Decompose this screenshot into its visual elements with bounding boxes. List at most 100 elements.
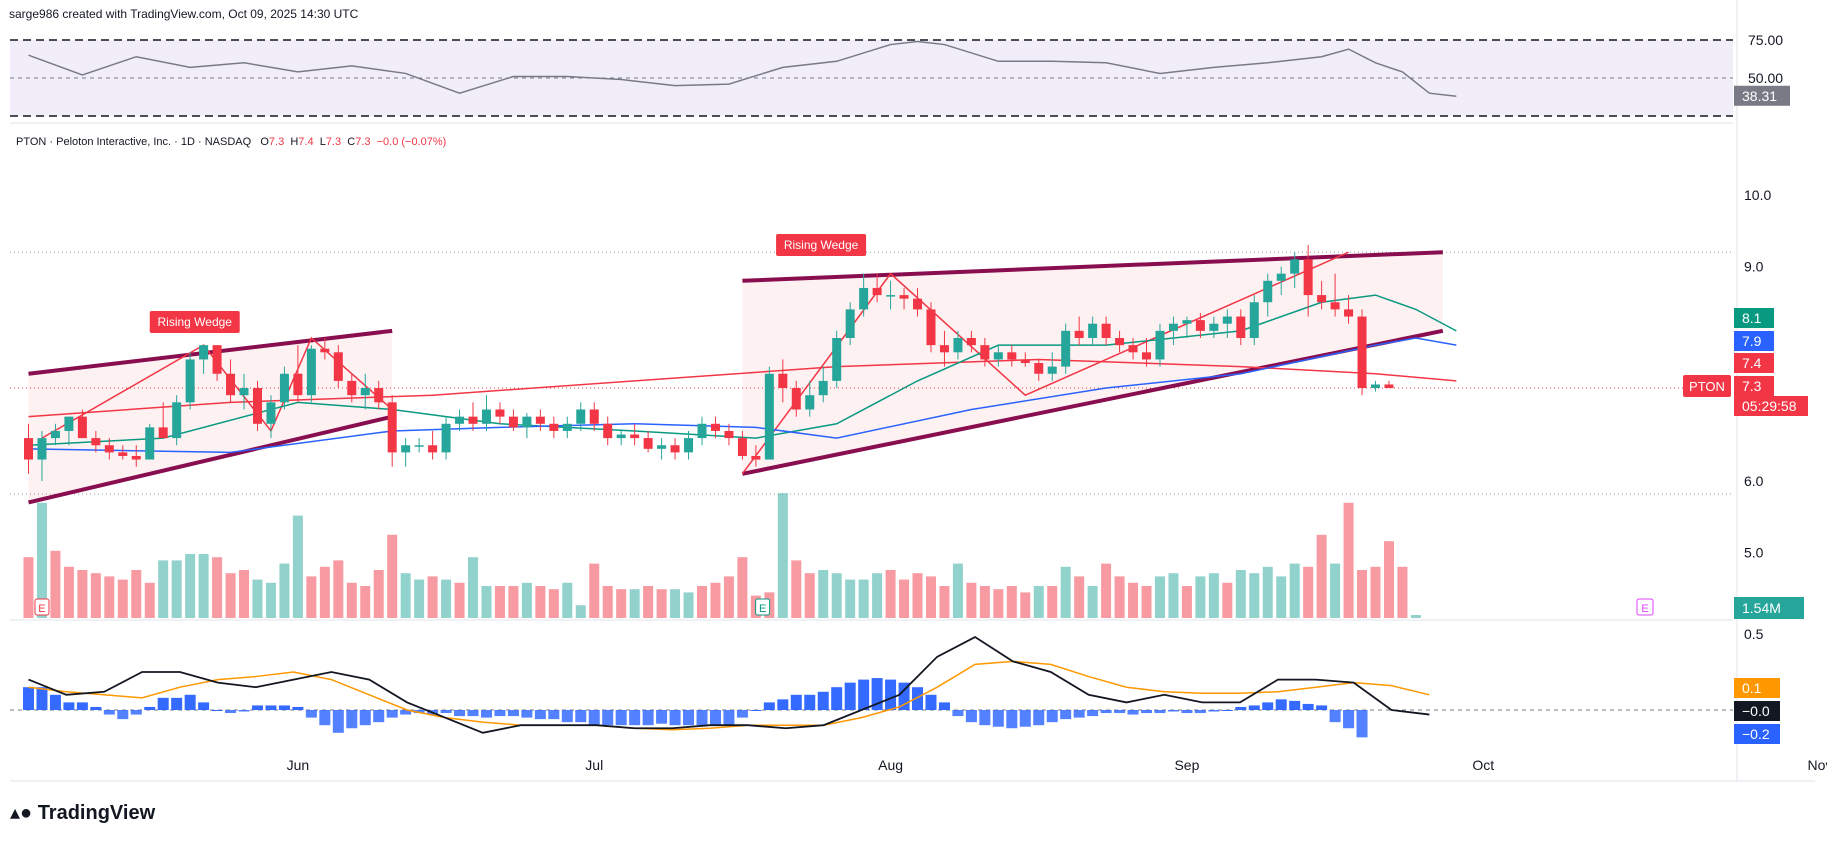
macd-histogram-bar — [251, 705, 263, 710]
candle-body — [374, 388, 384, 403]
candle — [1317, 280, 1327, 310]
volume-bar — [723, 576, 734, 618]
candle — [1357, 309, 1367, 396]
volume-bar — [656, 589, 667, 618]
candle-body — [993, 352, 1003, 360]
price-badge-label: 7.9 — [1742, 333, 1762, 349]
macd-histogram-bar — [1262, 702, 1274, 710]
candle-body — [899, 295, 909, 299]
price-tick-label: 5.0 — [1744, 545, 1764, 561]
candle — [1344, 295, 1354, 324]
volume-last-label: 1.54M — [1742, 600, 1781, 616]
open-value: 7.3 — [268, 136, 285, 148]
volume-bar — [521, 582, 532, 618]
volume-bar — [899, 579, 910, 618]
countdown-badge — [1734, 396, 1808, 416]
price-badge — [1734, 308, 1774, 328]
volume-bar — [508, 586, 519, 618]
candle-body — [684, 438, 694, 453]
candle — [414, 438, 424, 453]
volume-bars — [23, 493, 1421, 618]
candle-body — [414, 445, 424, 447]
macd-badge-label: −0.2 — [1742, 726, 1770, 742]
time-axis-label: Aug — [878, 757, 903, 773]
volume-bar — [1397, 566, 1408, 618]
candle — [64, 416, 74, 446]
wedge-upper-line — [742, 250, 1443, 283]
macd-histogram-bar — [76, 702, 88, 710]
volume-bar — [50, 550, 61, 618]
macd-histogram-bar — [319, 710, 331, 726]
tradingview-logo: ▴● TradingView — [10, 800, 155, 825]
volume-bar — [171, 560, 182, 618]
time-axis-label: Nov — [1808, 757, 1827, 773]
price-badge-label: 7.3 — [1742, 378, 1762, 394]
volume-bar — [144, 582, 155, 618]
candle — [1263, 273, 1273, 317]
volume-bar — [158, 560, 169, 618]
candle-body — [818, 380, 828, 396]
volume-bar — [1154, 576, 1165, 618]
rising-wedge-pattern: Rising Wedge — [741, 234, 1444, 476]
candle-body — [1128, 345, 1138, 353]
volume-bar — [23, 557, 34, 618]
macd-histogram-bar — [1248, 705, 1260, 710]
volume-bar — [1235, 570, 1246, 618]
candle-body — [1168, 323, 1178, 331]
macd-histogram-bar — [844, 682, 856, 710]
candle-body — [172, 402, 182, 439]
candle-body — [643, 438, 653, 449]
macd-histogram-bar — [1114, 710, 1126, 714]
candle — [926, 302, 936, 353]
volume-bar — [670, 589, 681, 618]
candle-body — [845, 309, 855, 338]
volume-bar — [845, 579, 856, 618]
volume-bar — [131, 570, 142, 618]
macd-histogram-bar — [669, 710, 681, 726]
rising-wedge-label-bg — [149, 311, 240, 333]
candle — [684, 430, 694, 460]
rising-wedge-label: Rising Wedge — [157, 315, 232, 329]
volume-bar — [952, 563, 963, 618]
volume-bar — [212, 557, 223, 618]
candle-body — [1142, 352, 1152, 360]
volume-bar — [104, 576, 115, 618]
volume-bar — [872, 573, 883, 618]
candle — [1007, 345, 1017, 367]
earnings-marker-upcoming — [1636, 598, 1654, 616]
volume-bar — [1276, 576, 1287, 618]
volume-bar — [454, 582, 465, 618]
rsi-tick-label: 50.00 — [1748, 70, 1783, 86]
candle — [1276, 266, 1286, 296]
macd-histogram-bar — [750, 710, 762, 711]
macd-histogram-bar — [1141, 710, 1153, 714]
macd-histogram-bar — [157, 697, 169, 710]
tradingview-logo-icon: ▴● — [10, 802, 38, 824]
candle-body — [1209, 323, 1219, 331]
macd-histogram-bar — [1060, 710, 1072, 720]
volume-bar — [360, 586, 371, 618]
high-value: 7.4 — [298, 136, 314, 148]
macd-histogram-bar — [90, 706, 102, 710]
volume-bar — [1357, 570, 1368, 618]
volume-bar — [1410, 615, 1421, 618]
volume-bar — [373, 570, 384, 618]
candle — [1155, 323, 1165, 367]
macd-histogram-bar — [225, 710, 237, 714]
symbol-description[interactable]: PTON · Peloton Interactive, Inc. · 1D · … — [16, 136, 252, 148]
candle-body — [347, 380, 357, 396]
candle-body — [145, 427, 155, 460]
rsi-line — [28, 40, 1457, 97]
macd-histogram-bar — [1033, 710, 1045, 726]
symbol-tag — [1683, 375, 1731, 397]
macd-histogram-bar — [965, 710, 977, 723]
volume-bar — [279, 563, 290, 618]
candle-body — [778, 373, 788, 389]
candle-body — [1384, 384, 1394, 389]
candle — [616, 430, 626, 446]
candle-body — [576, 409, 586, 424]
candle — [172, 395, 182, 446]
candle-body — [320, 348, 330, 353]
candle — [845, 302, 855, 346]
